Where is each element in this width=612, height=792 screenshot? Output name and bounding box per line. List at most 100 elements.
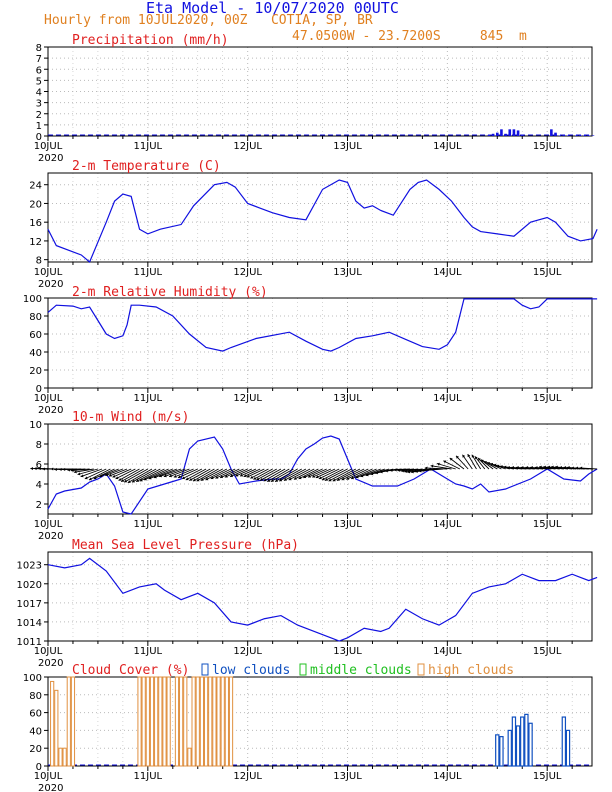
wind-arrow-head — [375, 471, 378, 475]
wind-arrow-head — [550, 465, 554, 469]
wind-arrow-head — [84, 476, 88, 480]
x-tick-label: 14JUL — [433, 393, 462, 404]
wind-arrow — [328, 468, 352, 482]
high-cloud-bar — [66, 676, 71, 767]
wind-arrow — [259, 468, 282, 481]
y-tick-label: 0 — [36, 132, 42, 143]
wind-arrow-head — [220, 475, 224, 479]
wind-arrow-head — [397, 468, 401, 472]
wind-arrow-head — [240, 473, 244, 477]
y-tick-label: 1020 — [17, 580, 42, 591]
x-tick-label: 11JUL — [134, 267, 163, 278]
x-tick-label: 11JUL — [134, 393, 163, 404]
x-tick-label: 10JUL — [34, 267, 63, 278]
precip-bar — [579, 135, 582, 136]
y-tick-label: 40 — [29, 348, 42, 359]
wind-arrow-head — [321, 477, 325, 481]
wind-arrow-head — [50, 467, 54, 471]
x-tick-label: 13JUL — [333, 771, 362, 782]
wind-arrow-head — [471, 454, 475, 458]
wind-arrow — [84, 468, 107, 480]
wind-arrow — [118, 468, 140, 481]
low-cloud-bar — [528, 722, 533, 767]
high-cloud-bar — [191, 676, 196, 767]
plot-frame — [47, 297, 593, 389]
x-year-label: 2020 — [38, 658, 63, 669]
wind-arrow — [341, 468, 365, 481]
wind-arrow — [315, 468, 336, 479]
wind-arrow-head — [159, 474, 163, 478]
wind-arrow — [143, 468, 169, 481]
precip-bar — [520, 135, 524, 136]
wind-arrow — [538, 466, 556, 470]
wind-arrow — [550, 466, 569, 470]
wind-arrow-head — [520, 466, 524, 470]
wind-arrow-head — [555, 465, 558, 469]
x-tick-label: 11JUL — [134, 141, 163, 152]
wind-arrow — [250, 468, 269, 479]
x-tick-label: 14JUL — [433, 141, 462, 152]
wind-arrow-head — [507, 466, 510, 470]
wind-arrow — [360, 468, 381, 478]
wind-arrow-head — [267, 479, 271, 482]
wind-arrow-head — [328, 478, 332, 482]
wind-arrow-head — [539, 465, 542, 469]
wind-arrow — [430, 465, 452, 470]
x-year-label: 2020 — [38, 783, 63, 792]
wind-arrow-head — [410, 470, 414, 474]
wind-arrow — [443, 460, 461, 470]
y-tick-label: 20 — [29, 199, 42, 210]
wind-arrow — [421, 468, 444, 472]
plot-frame — [47, 551, 593, 642]
y-tick-label: 80 — [29, 312, 42, 323]
chart-title: Cloud Cover (%) — [72, 663, 189, 678]
wind-arrow-head — [462, 454, 466, 458]
x-tick-label: 10JUL — [34, 646, 63, 657]
wind-arrow-head — [516, 466, 519, 470]
wind-arrow-head — [177, 475, 181, 479]
x-tick-label: 12JUL — [233, 267, 262, 278]
chart-panel-2: 8 12 16 20 24 10JUL 11JUL 12JUL 13JUL 14JUL 15JUL 2… — [29, 159, 598, 290]
y-tick-label: 16 — [29, 218, 42, 229]
wind-arrow-head — [283, 477, 287, 481]
high-cloud-bar — [228, 676, 234, 767]
wind-arrow-head — [563, 466, 567, 470]
wind-arrow — [189, 468, 211, 481]
series-line — [47, 298, 598, 352]
high-cloud-bar — [137, 676, 142, 767]
legend-label: middle clouds — [310, 663, 412, 678]
wind-arrow-head — [148, 476, 152, 480]
precip-bar — [575, 135, 578, 136]
low-cloud-bar — [561, 716, 567, 767]
y-tick-label: 12 — [29, 237, 42, 248]
y-tick-label: 1 — [36, 121, 42, 132]
y-tick-label: 80 — [29, 691, 42, 702]
x-tick-label: 12JUL — [233, 519, 262, 530]
wind-arrow — [88, 468, 111, 481]
series-line — [47, 179, 598, 263]
wind-arrow-head — [303, 475, 307, 479]
wind-arrow-head — [407, 470, 411, 474]
wind-arrow-head — [275, 479, 279, 482]
x-year-label: 2020 — [38, 405, 63, 416]
wind-arrow-head — [370, 472, 374, 476]
wind-arrow-head — [105, 473, 109, 477]
wind-arrow-head — [118, 477, 122, 481]
wind-arrow-head — [58, 467, 62, 472]
wind-arrow-head — [490, 462, 494, 466]
wind-arrow-head — [336, 478, 340, 481]
low-cloud-bar — [511, 716, 517, 767]
high-cloud-bar — [224, 676, 229, 767]
wind-arrow-head — [45, 467, 49, 471]
y-tick-label: 2 — [36, 500, 42, 511]
y-tick-label: 1023 — [17, 561, 42, 572]
x-tick-label: 14JUL — [433, 267, 462, 278]
y-tick-label: 60 — [29, 330, 42, 341]
y-tick-label: 8 — [36, 440, 42, 451]
cloud-legend: low clouds middle clouds high clouds — [201, 663, 514, 678]
wind-arrow-head — [456, 455, 459, 459]
y-tick-label: 4 — [36, 88, 42, 99]
wind-arrow — [215, 468, 236, 479]
wind-arrow — [192, 468, 215, 482]
wind-arrow — [436, 463, 456, 470]
